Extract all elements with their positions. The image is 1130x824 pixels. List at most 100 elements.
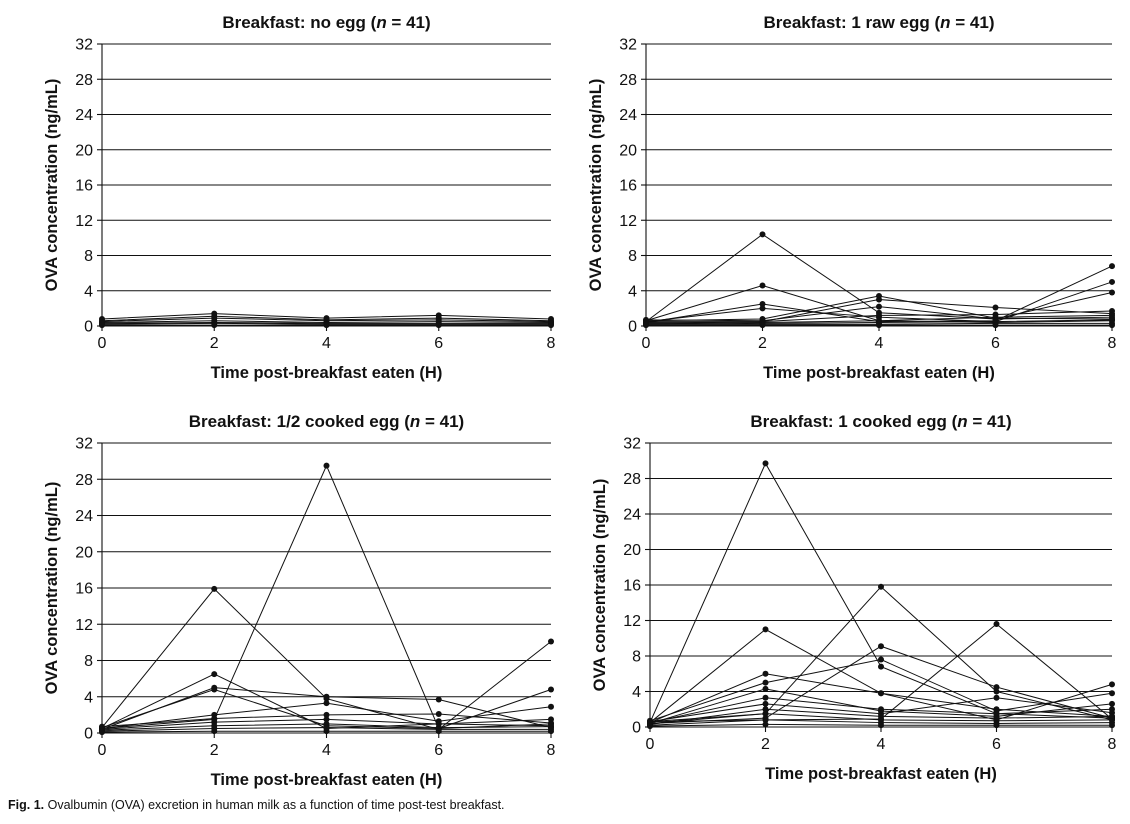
y-tick-label: 24	[623, 507, 641, 524]
data-point	[762, 710, 769, 717]
data-point	[548, 728, 554, 735]
y-tick-label: 12	[75, 213, 93, 230]
data-point	[323, 716, 330, 723]
data-point	[548, 686, 554, 693]
data-point	[435, 728, 442, 735]
data-point	[762, 679, 769, 686]
data-point	[211, 686, 218, 693]
data-point	[435, 696, 442, 703]
data-point	[323, 693, 330, 700]
data-point	[878, 583, 884, 590]
data-point	[1109, 722, 1115, 729]
panel-title-suffix: = 41)	[951, 13, 995, 32]
data-point	[1109, 322, 1115, 329]
x-tick-label: 6	[991, 335, 1000, 352]
x-tick-label: 4	[877, 736, 886, 753]
y-tick-label: 12	[623, 613, 641, 630]
data-point	[762, 716, 769, 723]
panel-title-n: n	[376, 13, 386, 32]
data-point	[643, 322, 649, 329]
caption-label: Fig. 1.	[8, 798, 45, 812]
series-line-2	[101, 588, 552, 730]
data-point	[647, 723, 653, 730]
data-point	[1109, 263, 1115, 270]
y-tick-label: 28	[75, 72, 93, 89]
data-point	[762, 685, 769, 692]
panel-title-prefix: Breakfast: 1/2 cooked egg (	[189, 412, 410, 431]
data-point	[762, 700, 769, 707]
data-point	[211, 322, 218, 329]
x-tick-label: 0	[98, 335, 107, 352]
y-tick-label: 24	[619, 107, 637, 124]
y-tick-label: 8	[84, 248, 93, 265]
data-point	[1109, 289, 1115, 296]
panel-title-n: n	[410, 412, 420, 431]
x-axis-label: Time post-breakfast eaten (H)	[211, 364, 443, 382]
y-tick-label: 8	[628, 248, 637, 265]
x-tick-label: 2	[758, 335, 767, 352]
y-tick-label: 12	[619, 213, 637, 230]
data-point	[323, 462, 330, 469]
data-point	[759, 282, 766, 289]
data-point	[993, 694, 1000, 701]
data-point	[1109, 681, 1115, 688]
data-point	[759, 300, 766, 307]
y-tick-label: 16	[75, 581, 93, 598]
data-point	[435, 322, 442, 329]
x-tick-label: 2	[761, 736, 770, 753]
y-axis-label: OVA concentration (ng/mL)	[43, 482, 61, 695]
panel-title: Breakfast: no egg (n = 41)	[222, 13, 430, 32]
data-point	[876, 312, 882, 319]
data-point	[876, 296, 882, 303]
x-tick-label: 4	[322, 335, 331, 352]
y-tick-label: 8	[84, 653, 93, 670]
data-point	[211, 671, 218, 678]
y-tick-label: 12	[75, 617, 93, 634]
series-line-1	[101, 464, 552, 729]
panel-title-suffix: = 41)	[968, 412, 1012, 431]
data-point	[759, 305, 766, 312]
panel-title-prefix: Breakfast: 1 raw egg (	[763, 13, 940, 32]
data-point	[993, 684, 1000, 691]
y-tick-label: 0	[632, 720, 641, 737]
y-tick-label: 16	[619, 178, 637, 195]
data-point	[993, 621, 1000, 628]
y-tick-label: 4	[84, 689, 93, 706]
panel-title-suffix: = 41)	[387, 13, 431, 32]
data-point	[762, 460, 769, 467]
x-tick-label: 4	[875, 335, 884, 352]
data-point	[1109, 700, 1115, 707]
data-point	[1109, 690, 1115, 697]
y-tick-label: 32	[75, 436, 93, 453]
y-tick-label: 0	[628, 319, 637, 336]
panel-title: Breakfast: 1 raw egg (n = 41)	[763, 13, 994, 32]
caption-text: Ovalbumin (OVA) excretion in human milk …	[47, 798, 505, 812]
x-tick-label: 4	[322, 742, 331, 759]
data-point	[99, 729, 105, 736]
panel-title-n: n	[940, 13, 950, 32]
data-point	[762, 670, 769, 677]
data-point	[762, 694, 769, 701]
data-point	[878, 722, 884, 729]
data-point	[548, 322, 554, 329]
panel-title-prefix: Breakfast: 1 cooked egg (	[750, 412, 957, 431]
y-tick-label: 20	[619, 142, 637, 159]
data-point	[992, 304, 999, 311]
panel-title-prefix: Breakfast: no egg (	[222, 13, 376, 32]
y-tick-label: 20	[75, 142, 93, 159]
data-point	[1109, 278, 1115, 285]
x-tick-label: 0	[642, 335, 651, 352]
figure-caption: Fig. 1. Ovalbumin (OVA) excretion in hum…	[8, 798, 505, 812]
data-point	[878, 663, 884, 670]
data-point	[435, 710, 442, 717]
y-tick-label: 0	[84, 319, 93, 336]
data-point	[323, 728, 330, 735]
panel-title: Breakfast: 1/2 cooked egg (n = 41)	[189, 412, 464, 431]
series-line-2	[649, 586, 1113, 723]
data-point	[992, 322, 999, 329]
